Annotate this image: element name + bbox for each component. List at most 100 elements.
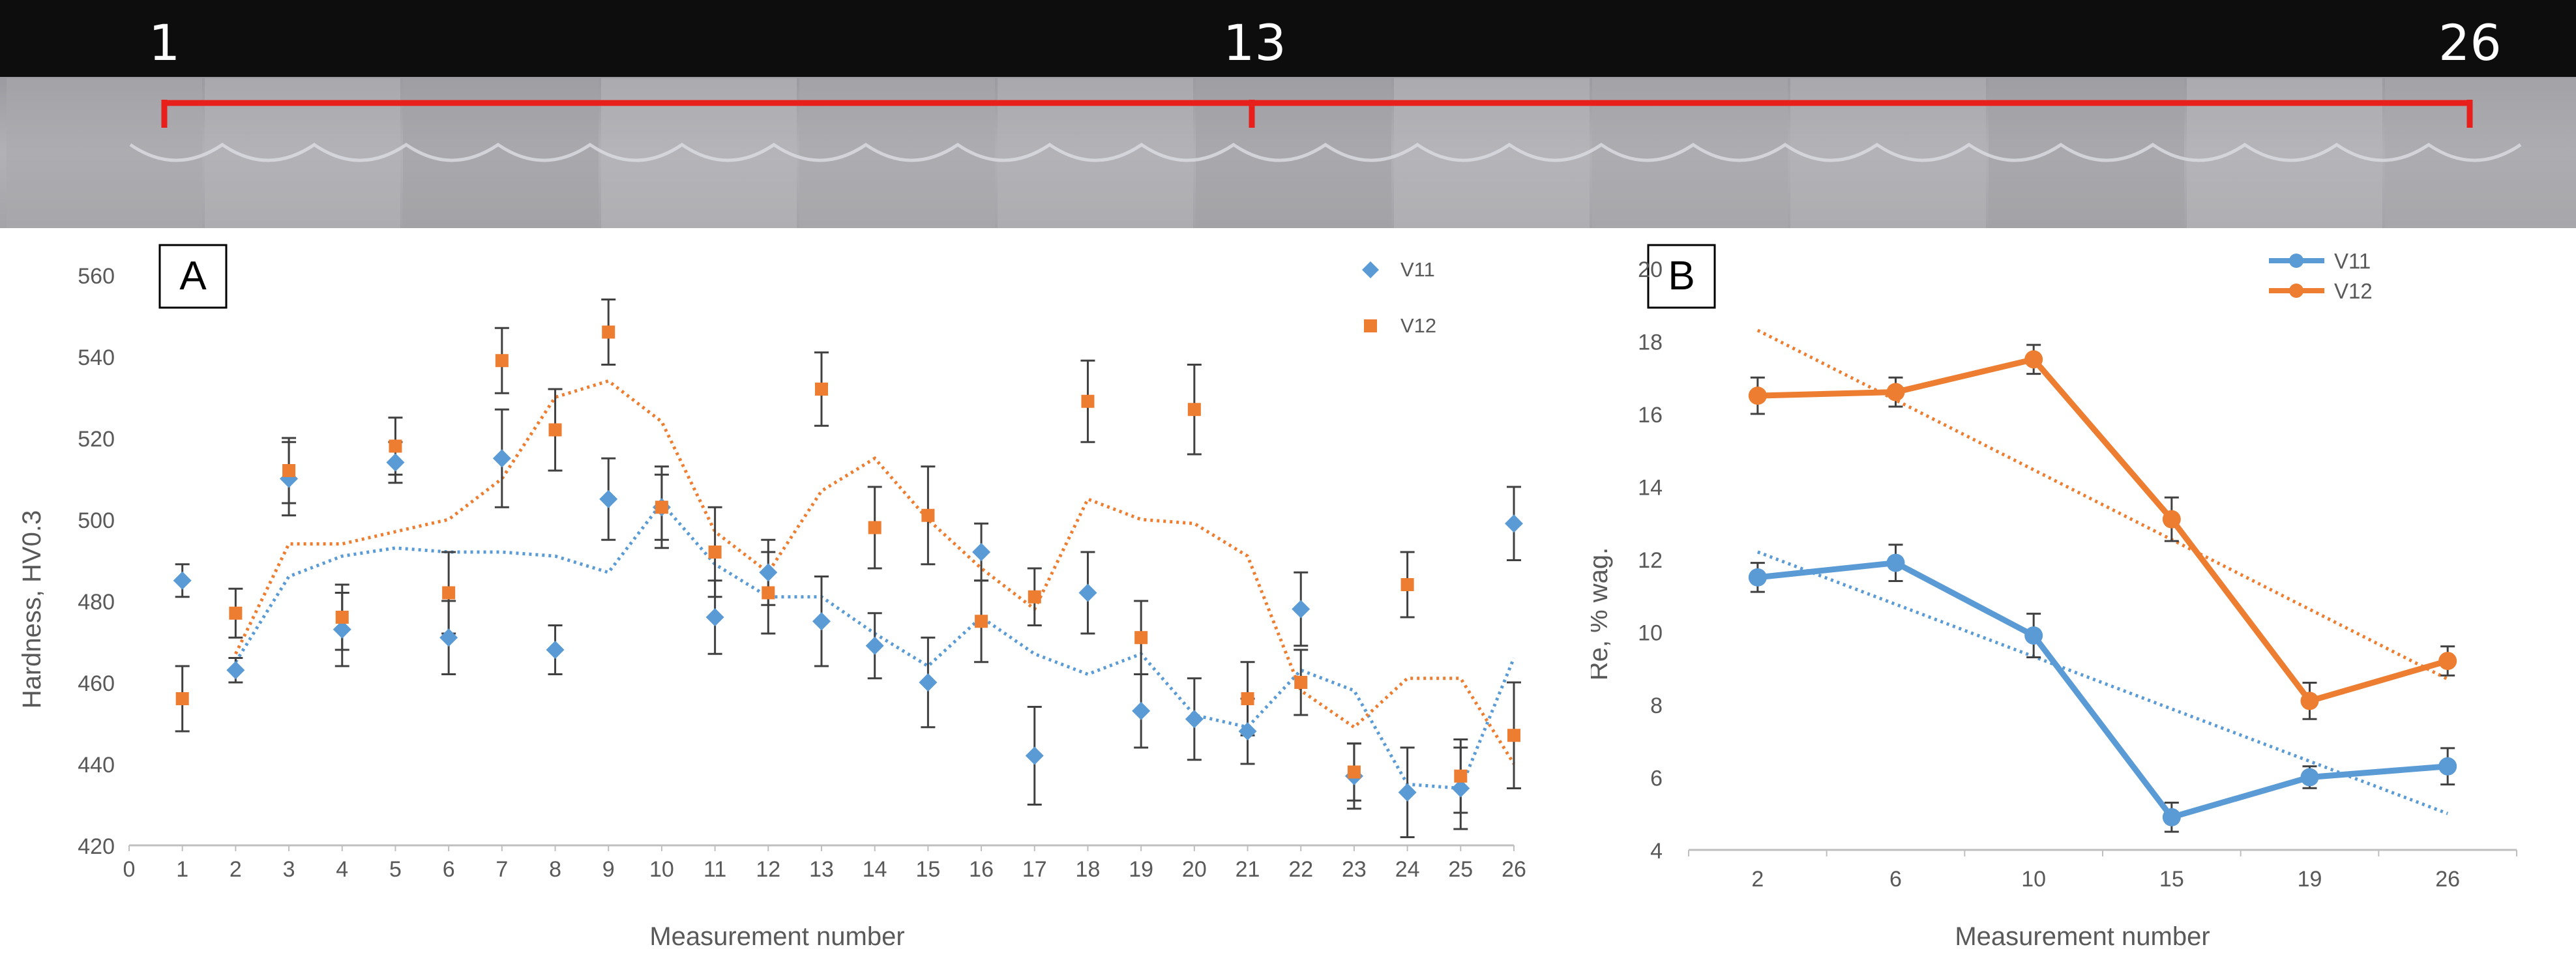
x-tick-a: 1 — [176, 857, 188, 882]
point-a-v11 — [1185, 710, 1204, 729]
point-b-v12 — [1748, 386, 1767, 405]
x-tick-a: 17 — [1022, 857, 1047, 882]
chart-b-panel-label: B — [1668, 254, 1695, 299]
chart-b-y-label: Re, % wag. — [1591, 547, 1613, 681]
x-tick-b: 6 — [1889, 867, 1902, 892]
y-tick-b: 20 — [1638, 257, 1663, 282]
point-a-v12 — [335, 611, 349, 624]
chart-b-x-label: Measurement number — [1955, 922, 2210, 951]
trendline-b-v12 — [1756, 328, 2449, 681]
sample-photo-strip: 1 13 26 — [0, 0, 2576, 228]
point-a-v12 — [1294, 676, 1308, 689]
point-a-v11 — [812, 612, 831, 631]
x-tick-a: 20 — [1182, 857, 1207, 882]
point-a-v11 — [1238, 722, 1257, 740]
point-a-v11 — [865, 636, 884, 655]
x-tick-a: 7 — [496, 857, 508, 882]
y-tick-b: 4 — [1650, 839, 1663, 864]
y-tick-a: 500 — [78, 508, 115, 533]
chart-a-svg: A Measurement number Hardness, HV0.3 420… — [18, 244, 1526, 951]
weld-bead-line — [129, 142, 2522, 162]
point-a-v12 — [1187, 403, 1201, 416]
point-b-v12 — [1886, 383, 1905, 401]
point-b-v12 — [2300, 692, 2319, 710]
legend-b-marker-v12 — [2289, 284, 2303, 298]
y-tick-a: 560 — [78, 264, 115, 289]
x-tick-a: 8 — [549, 857, 561, 882]
point-a-v11 — [1078, 583, 1097, 602]
y-tick-b: 8 — [1650, 693, 1663, 718]
x-tick-a: 0 — [123, 857, 136, 882]
x-tick-a: 24 — [1395, 857, 1420, 882]
x-tick-a: 19 — [1129, 857, 1153, 882]
legend-a-label-v12: V12 — [1400, 314, 1436, 337]
cross-section-photo — [0, 0, 2576, 228]
point-b-v11 — [2300, 768, 2319, 787]
series-line-b-v12 — [1757, 356, 2449, 704]
point-a-v12 — [975, 615, 988, 628]
point-a-v12 — [655, 501, 668, 514]
point-a-v11 — [173, 571, 192, 590]
legend-b-marker-v11 — [2289, 254, 2303, 268]
point-a-v12 — [1400, 578, 1414, 591]
point-a-v12 — [1347, 765, 1361, 779]
x-tick-a: 10 — [649, 857, 674, 882]
y-tick-a: 440 — [78, 753, 115, 778]
x-tick-a: 21 — [1236, 857, 1260, 882]
x-tick-a: 22 — [1288, 857, 1313, 882]
point-b-v12 — [2162, 510, 2181, 529]
x-tick-a: 9 — [602, 857, 615, 882]
chart-a-panel-box — [158, 244, 228, 309]
chart-b-points — [1748, 350, 2457, 826]
chart-a-x-label: Measurement number — [649, 922, 904, 951]
point-a-v12 — [548, 423, 562, 437]
point-a-v12 — [1081, 394, 1095, 408]
point-a-v12 — [815, 383, 828, 396]
strip-label-middle: 13 — [1223, 14, 1286, 72]
point-a-v11 — [705, 608, 724, 626]
point-a-v11 — [546, 641, 565, 659]
trendline-a-v12 — [234, 379, 1516, 765]
x-tick-a: 5 — [389, 857, 402, 882]
x-tick-b: 10 — [2021, 867, 2046, 892]
point-a-v12 — [1028, 590, 1041, 604]
point-b-v12 — [2438, 652, 2457, 671]
y-tick-b: 16 — [1638, 403, 1663, 428]
point-b-v11 — [1748, 568, 1767, 587]
y-tick-a: 520 — [78, 427, 115, 452]
chart-a: A Measurement number Hardness, HV0.3 420… — [0, 229, 1584, 974]
x-tick-a: 11 — [703, 857, 726, 882]
x-tick-b: 2 — [1751, 867, 1764, 892]
point-a-v12 — [1134, 631, 1148, 645]
x-tick-b: 15 — [2159, 867, 2184, 892]
point-a-v11 — [492, 449, 511, 468]
y-tick-b: 18 — [1638, 330, 1663, 355]
point-a-v11 — [919, 673, 938, 692]
point-a-v12 — [921, 508, 935, 522]
point-a-v11 — [1398, 783, 1417, 802]
measurement-bracket — [161, 100, 2473, 128]
trendline-b-v11 — [1756, 550, 2449, 815]
x-tick-a: 18 — [1076, 857, 1101, 882]
point-a-v12 — [282, 464, 296, 477]
x-tick-a: 15 — [915, 857, 940, 882]
x-tick-a: 26 — [1502, 857, 1526, 882]
x-tick-b: 26 — [2435, 867, 2460, 892]
chart-a-points — [173, 325, 1523, 802]
y-tick-a: 420 — [78, 834, 115, 859]
point-a-v12 — [229, 606, 243, 620]
point-a-v12 — [1507, 729, 1520, 742]
point-a-v12 — [495, 354, 509, 368]
point-a-v12 — [708, 546, 722, 559]
x-tick-a: 14 — [863, 857, 887, 882]
x-tick-a: 12 — [756, 857, 780, 882]
legend-a-marker-v12 — [1364, 319, 1377, 332]
series-line-b-v11 — [1757, 560, 2448, 821]
chart-b-svg: B Measurement number Re, % wag. 4 6 8 10 12 1… — [1584, 244, 2517, 951]
strip-label-end: 26 — [2438, 14, 2502, 72]
chart-a-panel-label: A — [179, 254, 207, 299]
x-tick-a: 6 — [443, 857, 455, 882]
point-a-v11 — [1451, 779, 1470, 798]
